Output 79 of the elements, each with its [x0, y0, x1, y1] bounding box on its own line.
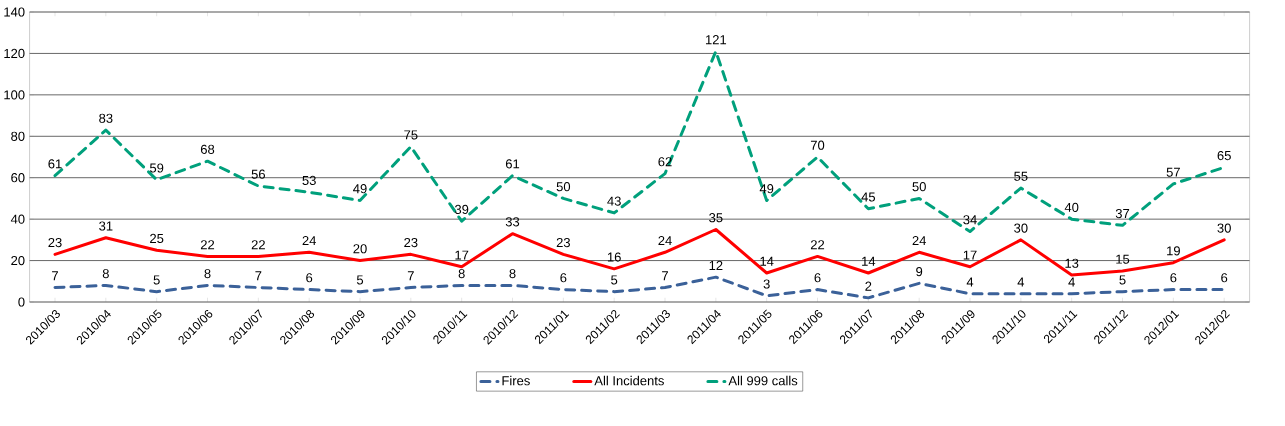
data-label: 30	[1014, 223, 1028, 233]
data-label: 22	[200, 240, 215, 250]
data-label: 40	[1064, 202, 1079, 212]
data-label: 8	[204, 269, 211, 279]
data-label: 5	[1119, 275, 1126, 285]
data-label: 50	[912, 182, 926, 192]
y-tick-label: 0	[18, 297, 25, 307]
data-label: 5	[611, 275, 618, 285]
data-label: 61	[505, 159, 520, 169]
data-label: 24	[302, 236, 317, 246]
data-label: 16	[607, 252, 621, 262]
data-label: 7	[662, 271, 668, 281]
data-label: 5	[356, 275, 364, 285]
data-label: 6	[814, 273, 821, 283]
data-label: 53	[302, 175, 316, 186]
data-label: 33	[505, 217, 520, 227]
data-label: 83	[99, 113, 113, 123]
data-label: 65	[1217, 150, 1231, 161]
data-label: 75	[404, 130, 418, 140]
data-label: 55	[1014, 171, 1028, 181]
y-tick-label: 120	[4, 48, 25, 59]
data-label: 5	[153, 275, 160, 285]
data-label: 25	[150, 233, 164, 244]
data-label: 50	[556, 182, 571, 192]
y-tick-label: 20	[11, 255, 25, 266]
data-label: 43	[607, 196, 621, 206]
data-label: 7	[52, 271, 58, 281]
data-label: 23	[404, 237, 418, 248]
data-label: 35	[709, 213, 723, 223]
data-label: 8	[509, 269, 516, 279]
data-label: 23	[556, 237, 570, 248]
y-tick-label: 80	[11, 131, 25, 141]
data-label: 9	[916, 266, 923, 277]
data-label: 23	[48, 237, 62, 248]
data-label: 8	[102, 269, 109, 279]
data-label: 7	[255, 271, 262, 281]
data-label: 49	[353, 184, 367, 194]
data-label: 45	[861, 192, 876, 202]
data-label: 4	[1017, 277, 1025, 287]
data-label: 3	[763, 279, 770, 289]
data-label: 68	[200, 144, 215, 154]
data-label: 121	[705, 35, 727, 45]
legend-label: Fires	[502, 375, 530, 386]
data-label: 59	[149, 163, 164, 173]
data-label: 22	[251, 240, 265, 250]
data-label: 30	[1217, 223, 1231, 233]
data-label: 56	[251, 169, 265, 179]
data-label: 6	[306, 273, 313, 283]
data-label: 13	[1065, 258, 1079, 268]
data-label: 17	[963, 250, 977, 260]
data-label: 37	[1115, 208, 1130, 219]
data-label: 6	[1170, 273, 1177, 283]
data-label: 61	[48, 159, 62, 169]
data-label: 2	[865, 281, 872, 291]
data-label: 8	[458, 269, 465, 279]
data-label: 7	[407, 271, 414, 281]
data-label: 70	[810, 140, 825, 150]
data-label: 57	[1166, 167, 1180, 177]
y-tick-label: 100	[4, 90, 25, 100]
data-label: 24	[912, 236, 927, 246]
legend-label: All Incidents	[594, 375, 664, 386]
y-tick-label: 140	[4, 7, 25, 17]
data-label: 24	[658, 236, 672, 246]
data-label: 19	[1167, 246, 1180, 256]
legend-label: All 999 calls	[728, 375, 798, 386]
y-tick-label: 40	[10, 214, 25, 224]
data-label: 39	[454, 204, 469, 215]
data-label: 20	[353, 244, 367, 254]
data-label: 31	[99, 221, 113, 231]
data-label: 6	[560, 273, 567, 283]
data-label: 17	[455, 250, 469, 260]
y-tick-label: 60	[11, 173, 25, 183]
data-label: 6	[1221, 273, 1228, 283]
data-label: 4	[966, 277, 974, 287]
data-label: 12	[709, 260, 723, 270]
data-label: 49	[759, 184, 774, 194]
data-label: 22	[810, 240, 825, 250]
data-label: 4	[1068, 277, 1075, 287]
data-label: 34	[963, 215, 977, 225]
